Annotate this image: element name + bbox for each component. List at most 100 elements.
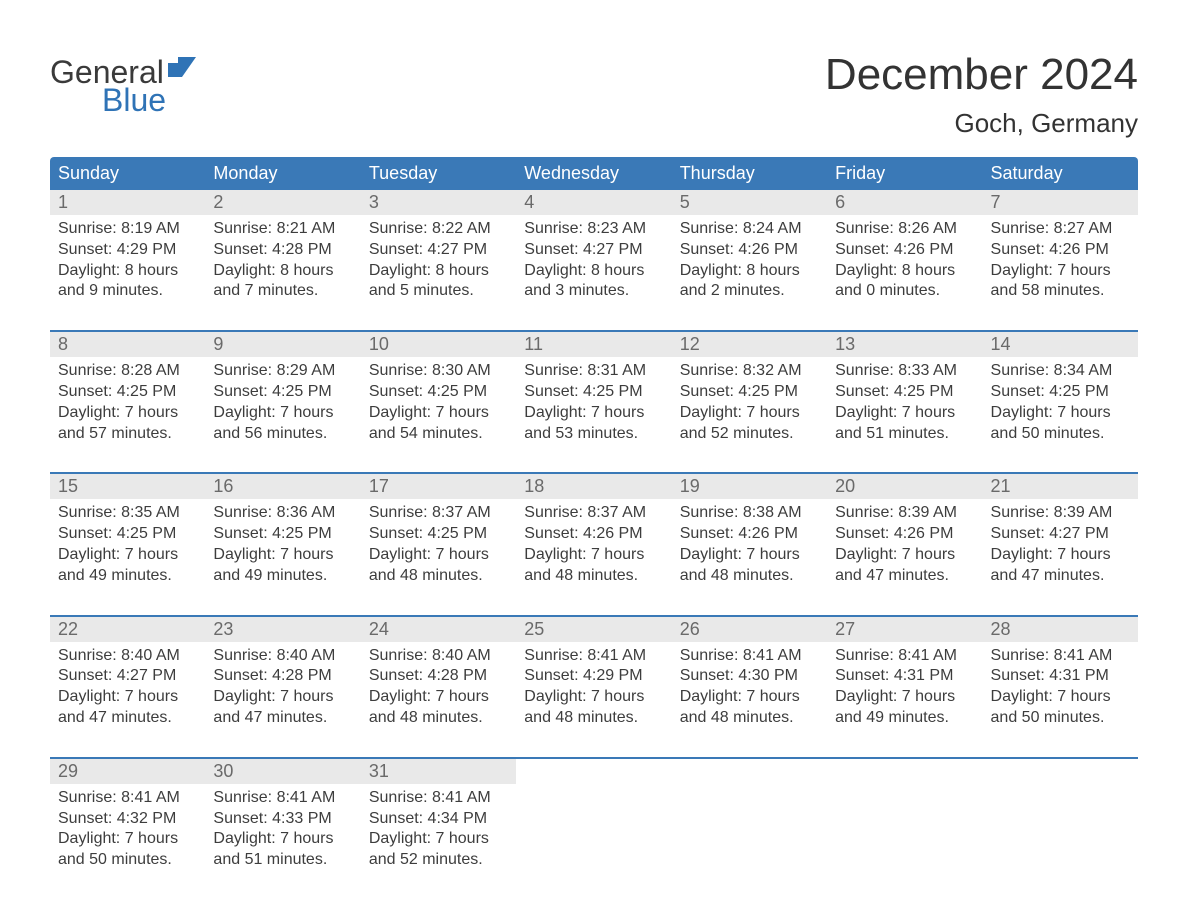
day-line: Sunrise: 8:36 AM bbox=[213, 503, 352, 524]
day-content-cell: Sunrise: 8:32 AMSunset: 4:25 PMDaylight:… bbox=[672, 357, 827, 473]
day-content-cell: Sunrise: 8:19 AMSunset: 4:29 PMDaylight:… bbox=[50, 215, 205, 331]
day-line: Daylight: 7 hours bbox=[991, 261, 1130, 282]
day-line: Sunset: 4:26 PM bbox=[991, 240, 1130, 261]
day-line: Daylight: 7 hours bbox=[213, 829, 352, 850]
day-line: Sunset: 4:26 PM bbox=[680, 240, 819, 261]
day-line: Daylight: 7 hours bbox=[524, 545, 663, 566]
day-number-cell bbox=[516, 759, 671, 784]
day-line: Sunrise: 8:41 AM bbox=[58, 788, 197, 809]
day-content-cell bbox=[983, 784, 1138, 879]
day-content-cell: Sunrise: 8:35 AMSunset: 4:25 PMDaylight:… bbox=[50, 499, 205, 615]
day-number-cell bbox=[983, 759, 1138, 784]
day-line: and 47 minutes. bbox=[835, 566, 974, 587]
day-line: Sunset: 4:26 PM bbox=[835, 524, 974, 545]
day-line: Daylight: 7 hours bbox=[991, 545, 1130, 566]
day-line: Daylight: 8 hours bbox=[835, 261, 974, 282]
day-number-cell: 4 bbox=[516, 190, 671, 215]
day-line: Sunrise: 8:26 AM bbox=[835, 219, 974, 240]
day-content-cell: Sunrise: 8:40 AMSunset: 4:27 PMDaylight:… bbox=[50, 642, 205, 758]
day-line: Daylight: 7 hours bbox=[369, 403, 508, 424]
day-line: Sunset: 4:30 PM bbox=[680, 666, 819, 687]
day-line: Sunset: 4:25 PM bbox=[58, 524, 197, 545]
day-content-cell: Sunrise: 8:31 AMSunset: 4:25 PMDaylight:… bbox=[516, 357, 671, 473]
day-line: Sunset: 4:25 PM bbox=[369, 382, 508, 403]
day-line: Sunrise: 8:37 AM bbox=[369, 503, 508, 524]
day-line: Sunrise: 8:19 AM bbox=[58, 219, 197, 240]
day-number-cell: 18 bbox=[516, 474, 671, 499]
day-line: Sunrise: 8:31 AM bbox=[524, 361, 663, 382]
day-line: and 48 minutes. bbox=[524, 708, 663, 729]
day-content-cell: Sunrise: 8:37 AMSunset: 4:26 PMDaylight:… bbox=[516, 499, 671, 615]
day-line: Daylight: 7 hours bbox=[524, 403, 663, 424]
day-number-row: 22232425262728 bbox=[50, 617, 1138, 642]
day-line: Sunrise: 8:37 AM bbox=[524, 503, 663, 524]
day-content-cell: Sunrise: 8:36 AMSunset: 4:25 PMDaylight:… bbox=[205, 499, 360, 615]
day-line: Sunrise: 8:38 AM bbox=[680, 503, 819, 524]
day-line: Sunset: 4:31 PM bbox=[835, 666, 974, 687]
day-line: Sunset: 4:32 PM bbox=[58, 809, 197, 830]
day-line: Sunset: 4:25 PM bbox=[524, 382, 663, 403]
day-line: Sunset: 4:26 PM bbox=[680, 524, 819, 545]
day-line: Daylight: 7 hours bbox=[680, 545, 819, 566]
day-line: and 2 minutes. bbox=[680, 281, 819, 302]
weekday-header: Thursday bbox=[672, 157, 827, 190]
day-number-cell: 24 bbox=[361, 617, 516, 642]
day-number-row: 293031 bbox=[50, 759, 1138, 784]
day-content-cell bbox=[672, 784, 827, 879]
day-line: and 53 minutes. bbox=[524, 424, 663, 445]
day-line: Daylight: 7 hours bbox=[58, 829, 197, 850]
day-content-row: Sunrise: 8:41 AMSunset: 4:32 PMDaylight:… bbox=[50, 784, 1138, 879]
month-title: December 2024 bbox=[825, 50, 1138, 100]
day-content-row: Sunrise: 8:40 AM Sunset: 4:27 PM Daylight:… bbox=[50, 642, 1138, 758]
day-line: Sunset: 4:27 PM bbox=[991, 524, 1130, 545]
day-line: Sunrise: 8:35 AM bbox=[58, 503, 197, 524]
day-line: Sunrise: 8:41 AM bbox=[680, 646, 819, 667]
title-block: December 2024 Goch, Germany bbox=[825, 50, 1138, 139]
day-line: Sunrise: 8:21 AM bbox=[213, 219, 352, 240]
day-line: Sunrise: 8:40 AM bbox=[213, 646, 352, 667]
day-content-cell: Sunrise: 8:38 AMSunset: 4:26 PMDaylight:… bbox=[672, 499, 827, 615]
day-line: Sunset: 4:27 PM bbox=[58, 666, 197, 687]
day-content-cell: Sunrise: 8:26 AMSunset: 4:26 PMDaylight:… bbox=[827, 215, 982, 331]
day-content-cell: Sunrise: 8:29 AMSunset: 4:25 PMDaylight:… bbox=[205, 357, 360, 473]
day-line: Sunrise: 8:34 AM bbox=[991, 361, 1130, 382]
day-content-row: Sunrise: 8:35 AMSunset: 4:25 PM Daylight:… bbox=[50, 499, 1138, 615]
day-line: Sunrise: 8:22 AM bbox=[369, 219, 508, 240]
day-number-cell: 2 bbox=[205, 190, 360, 215]
day-line: Sunset: 4:25 PM bbox=[213, 382, 352, 403]
day-content-cell: Sunrise: 8:30 AMSunset: 4:25 PMDaylight:… bbox=[361, 357, 516, 473]
day-number-cell: 6 bbox=[827, 190, 982, 215]
day-number-cell: 29 bbox=[50, 759, 205, 784]
day-number-cell: 23 bbox=[205, 617, 360, 642]
day-line: and 50 minutes. bbox=[991, 424, 1130, 445]
day-line: Daylight: 8 hours bbox=[58, 261, 197, 282]
day-line: Daylight: 7 hours bbox=[524, 687, 663, 708]
day-line: Sunset: 4:25 PM bbox=[835, 382, 974, 403]
day-number-cell: 31 bbox=[361, 759, 516, 784]
day-content-cell: Sunrise: 8:22 AMSunset: 4:27 PMDaylight:… bbox=[361, 215, 516, 331]
calendar-header-row: SundayMondayTuesdayWednesdayThursdayFrid… bbox=[50, 157, 1138, 190]
day-content-cell: Sunrise: 8:41 AMSunset: 4:29 PMDaylight:… bbox=[516, 642, 671, 758]
day-line: Sunset: 4:28 PM bbox=[213, 240, 352, 261]
day-line: Sunrise: 8:39 AM bbox=[835, 503, 974, 524]
day-line: and 48 minutes. bbox=[369, 708, 508, 729]
day-line: and 52 minutes. bbox=[369, 850, 508, 871]
day-line: Sunset: 4:25 PM bbox=[58, 382, 197, 403]
day-number-cell: 26 bbox=[672, 617, 827, 642]
day-line: and 49 minutes. bbox=[213, 566, 352, 587]
day-line: Sunrise: 8:27 AM bbox=[991, 219, 1130, 240]
day-line: Sunset: 4:28 PM bbox=[213, 666, 352, 687]
page-header: General Blue December 2024 Goch, Germany bbox=[50, 50, 1138, 139]
day-number-cell: 27 bbox=[827, 617, 982, 642]
weekday-header: Saturday bbox=[983, 157, 1138, 190]
day-content-cell: Sunrise: 8:39 AMSunset: 4:27 PMDaylight:… bbox=[983, 499, 1138, 615]
day-line: and 7 minutes. bbox=[213, 281, 352, 302]
day-content-cell: Sunrise: 8:34 AMSunset: 4:25 PMDaylight:… bbox=[983, 357, 1138, 473]
day-number-cell: 3 bbox=[361, 190, 516, 215]
day-content-cell: Sunrise: 8:41 AMSunset: 4:31 PMDaylight:… bbox=[827, 642, 982, 758]
day-line: and 50 minutes. bbox=[58, 850, 197, 871]
day-number-cell: 9 bbox=[205, 332, 360, 357]
day-line: Daylight: 8 hours bbox=[524, 261, 663, 282]
day-number-cell: 21 bbox=[983, 474, 1138, 499]
day-line: Daylight: 7 hours bbox=[58, 403, 197, 424]
